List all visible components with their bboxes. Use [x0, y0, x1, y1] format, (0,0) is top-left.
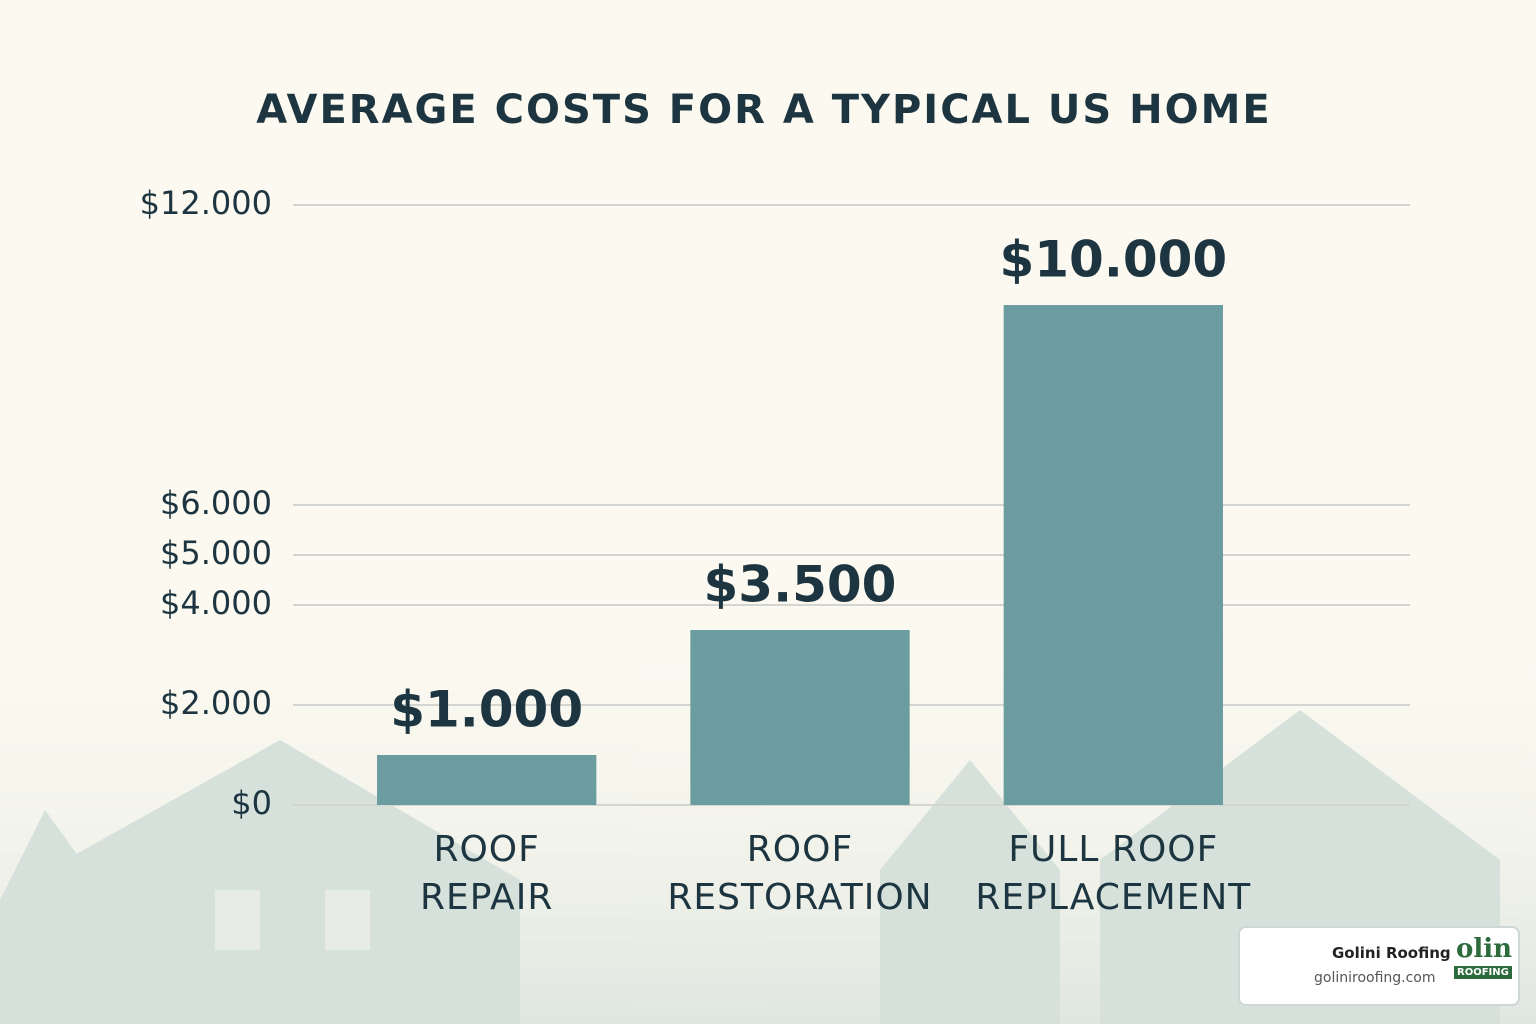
- y-tick-label: $0: [231, 784, 272, 822]
- y-tick-label: $2.000: [160, 684, 272, 722]
- x-tick-label: ROOF RESTORATION: [667, 829, 933, 918]
- value-label: $10.000: [999, 231, 1227, 289]
- bar: [690, 630, 910, 805]
- badge-name: Golini Roofing: [1332, 944, 1451, 962]
- badge-url: goliniroofing.com: [1314, 970, 1436, 986]
- y-tick-label: $12.000: [140, 184, 272, 222]
- x-tick-label: ROOF REPAIR: [419, 829, 554, 918]
- chart-title: AVERAGE COSTS FOR A TYPICAL US HOME: [256, 87, 1272, 133]
- bar: [1003, 305, 1223, 805]
- y-tick-label: $6.000: [160, 484, 272, 522]
- badge-logo: olin: [1456, 934, 1512, 964]
- y-tick-label: $5.000: [160, 534, 272, 572]
- badge: Golini Roofing goliniroofing.com olin RO…: [1238, 926, 1520, 1006]
- value-label: $1.000: [390, 681, 583, 739]
- bar: [377, 755, 597, 805]
- x-tick-label: FULL ROOF REPLACEMENT: [975, 829, 1252, 918]
- value-label: $3.500: [704, 556, 897, 614]
- y-tick-label: $4.000: [160, 584, 272, 622]
- badge-logo-sub: ROOFING: [1454, 966, 1512, 979]
